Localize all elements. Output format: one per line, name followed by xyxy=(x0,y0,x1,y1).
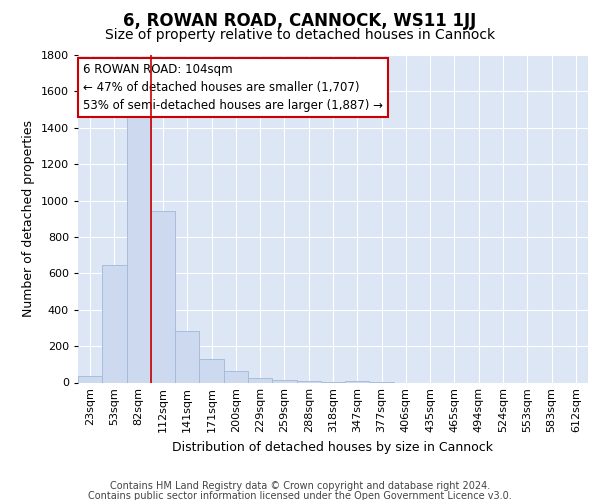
Y-axis label: Number of detached properties: Number of detached properties xyxy=(22,120,35,318)
Text: 6 ROWAN ROAD: 104sqm
← 47% of detached houses are smaller (1,707)
53% of semi-de: 6 ROWAN ROAD: 104sqm ← 47% of detached h… xyxy=(83,63,383,112)
Bar xyxy=(345,380,370,382)
Text: Contains HM Land Registry data © Crown copyright and database right 2024.: Contains HM Land Registry data © Crown c… xyxy=(110,481,490,491)
X-axis label: Distribution of detached houses by size in Cannock: Distribution of detached houses by size … xyxy=(173,441,493,454)
Bar xyxy=(175,330,199,382)
Bar xyxy=(151,212,175,382)
Text: Contains public sector information licensed under the Open Government Licence v3: Contains public sector information licen… xyxy=(88,491,512,500)
Bar xyxy=(199,359,224,382)
Bar xyxy=(248,378,272,382)
Bar xyxy=(224,370,248,382)
Bar xyxy=(127,115,151,382)
Bar xyxy=(78,376,102,382)
Bar xyxy=(296,381,321,382)
Text: 6, ROWAN ROAD, CANNOCK, WS11 1JJ: 6, ROWAN ROAD, CANNOCK, WS11 1JJ xyxy=(124,12,476,30)
Bar xyxy=(272,380,296,382)
Text: Size of property relative to detached houses in Cannock: Size of property relative to detached ho… xyxy=(105,28,495,42)
Bar xyxy=(102,265,127,382)
